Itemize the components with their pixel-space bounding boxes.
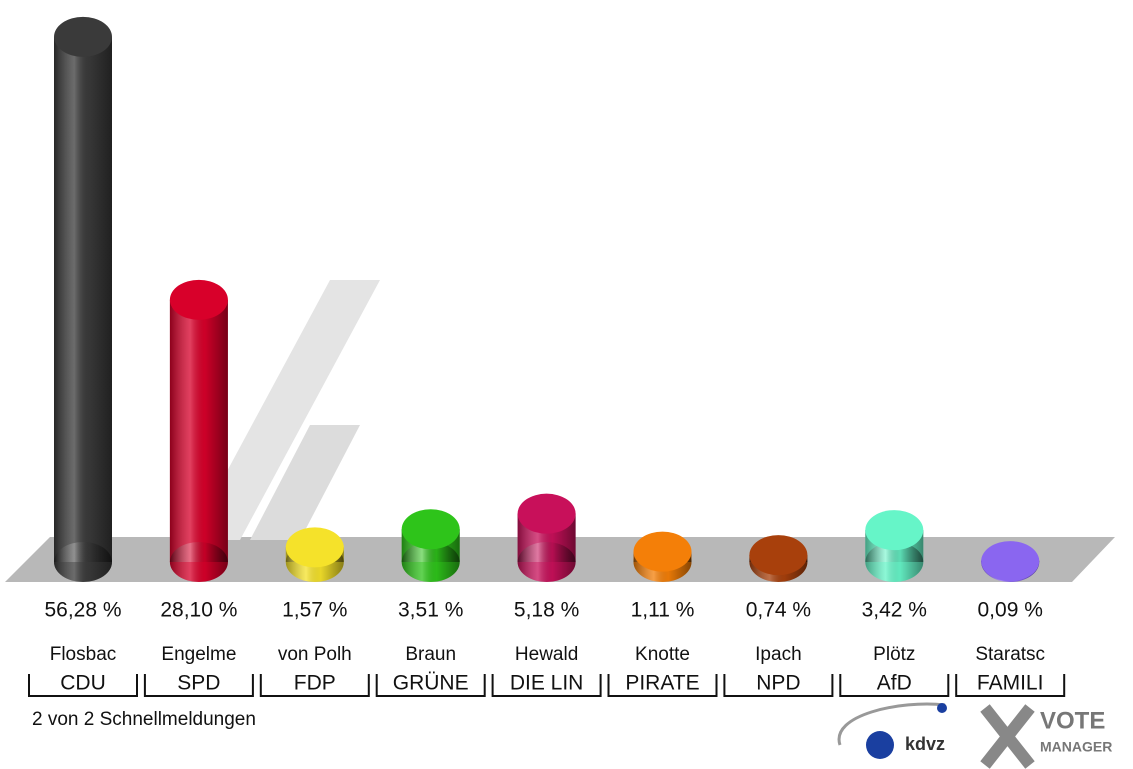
bar-top [749,535,808,576]
value-label: 0,09 % [978,599,1043,622]
party-label: DIE LIN [510,672,584,695]
candidate-label: Plötz [873,644,915,665]
value-label: 56,28 % [44,599,121,622]
value-label: 3,51 % [398,599,463,622]
logo-text: MANAGER [1040,739,1112,755]
candidate-label: Braun [405,644,456,665]
value-label: 1,11 % [631,599,695,622]
party-label: FDP [294,672,336,695]
bracket [723,674,834,697]
candidate-label: Hewald [515,644,578,665]
bracket [955,674,1066,697]
shadow [250,425,360,540]
logo: kdvz VOTE MANAGER [837,702,1112,769]
bar-shade [169,299,228,562]
candidate-label: Engelme [161,644,236,665]
party-label: AfD [877,672,912,695]
footer: 2 von 2 Schnellmeldungen [32,709,256,730]
party-label: GRÜNE [393,672,469,695]
value-label: 0,74 % [746,599,811,622]
bar-top [54,16,112,57]
bar-top [633,531,692,572]
bracket [375,674,486,697]
value-label: 3,42 % [862,599,927,622]
bracket [259,674,370,697]
bar-top [401,509,460,550]
bar-top [169,279,228,320]
party-label: SPD [177,672,220,695]
candidate-label: Ipach [755,644,801,665]
party-label: PIRATE [625,672,699,695]
value-label: 28,10 % [160,599,237,622]
bracket [28,674,138,697]
party-label: CDU [60,672,106,695]
candidate-label: Staratsc [975,644,1045,665]
bar-top [517,493,576,534]
candidate-label: Knotte [635,644,690,665]
bar-top [981,541,1040,582]
candidate-label: von Polh [278,644,352,665]
party-label: NPD [756,672,800,695]
bracket [607,674,718,697]
bar-top [865,510,924,551]
value-label: 5,18 % [514,599,579,622]
bracket [839,674,950,697]
value-label: 1,57 % [282,599,347,622]
candidate-label: Flosbac [50,644,117,665]
logo-text: kdvz [905,734,945,754]
logo-text: VOTE [1040,707,1105,734]
bracket [491,674,602,697]
bracket [143,674,254,697]
bar-shade [54,36,112,563]
shadow [190,280,380,540]
party-label: FAMILI [977,672,1044,695]
bar-top [285,527,344,568]
